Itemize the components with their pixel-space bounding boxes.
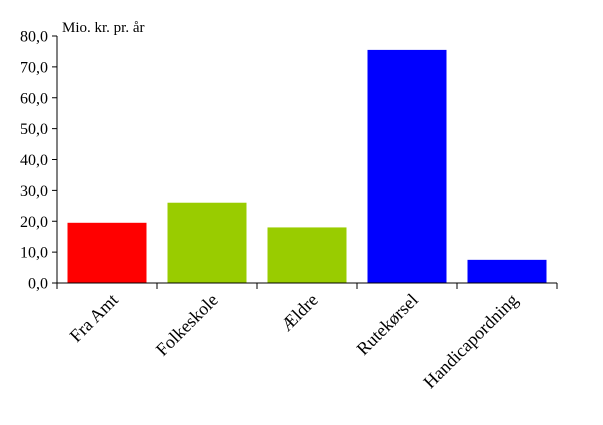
y-tick-label: 40,0 [20,152,48,169]
y-tick-label: 30,0 [20,183,48,200]
y-tick-label: 0,0 [28,276,48,293]
x-tick-label: Folkeskole [152,290,222,360]
y-tick-label: 70,0 [20,59,48,76]
y-tick-label: 60,0 [20,90,48,107]
bar-2 [167,202,247,283]
x-tick-label: Handicapordning [419,290,522,393]
bar-4 [367,49,447,283]
bar-3 [267,227,347,283]
y-axis: 0,0 10,0 20,0 30,0 40,0 50,0 60,0 70,0 80,0 [20,29,58,293]
x-tick-label: Fra Amt [66,290,122,346]
y-tick-label: 20,0 [20,214,48,231]
x-tick-label: Ældre [277,290,322,335]
y-tick-label: 10,0 [20,245,48,262]
bars [67,49,547,283]
bar-5 [467,259,547,283]
x-tick-label: Rutekørsel [353,290,422,359]
y-tick-label: 80,0 [20,29,48,46]
x-axis: Fra Amt Folkeskole Ældre RutekørselHandicap… [56,282,558,393]
y-tick-label: 50,0 [20,121,48,138]
bar-1 [67,222,147,283]
y-axis-unit-label: Mio. kr. pr. år [62,20,145,36]
